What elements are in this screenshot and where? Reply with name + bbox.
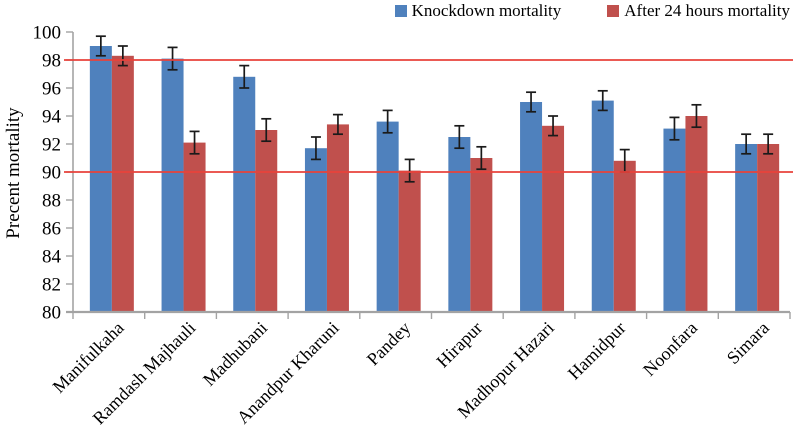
error-bar-1-8 xyxy=(691,103,702,129)
legend-item: Knockdown mortality xyxy=(394,1,562,21)
bar-after24-4 xyxy=(398,170,421,312)
error-bar-0-0 xyxy=(95,35,106,57)
error-bar-1-5 xyxy=(476,145,487,171)
bar-knockdown-7 xyxy=(591,100,614,312)
y-tick-label: 98 xyxy=(42,51,61,72)
error-bar-0-6 xyxy=(526,91,537,113)
error-bar-1-0 xyxy=(117,45,128,67)
error-bar-0-8 xyxy=(669,116,680,141)
error-bar-1-4 xyxy=(404,158,415,183)
bar-knockdown-2 xyxy=(233,76,256,312)
legend: Knockdown mortality After 24 hours mortal… xyxy=(394,0,790,22)
bar-after24-6 xyxy=(542,125,565,312)
bar-after24-5 xyxy=(470,158,493,312)
error-bar-0-3 xyxy=(310,136,321,161)
x-category-label: Noonfara xyxy=(639,318,701,380)
y-tick-label: 90 xyxy=(42,163,61,184)
bar-after24-0 xyxy=(111,55,134,313)
bar-knockdown-0 xyxy=(89,46,112,312)
y-tick-label: 100 xyxy=(33,23,62,44)
error-bar-1-1 xyxy=(189,130,200,155)
x-category-label: Simara xyxy=(723,318,773,368)
error-bar-0-1 xyxy=(167,46,178,71)
error-bar-0-9 xyxy=(741,133,752,155)
x-category-label: Madhubani xyxy=(199,318,271,390)
error-bar-0-2 xyxy=(239,64,250,89)
legend-label: Knockdown mortality xyxy=(411,1,562,20)
bar-knockdown-3 xyxy=(304,148,327,312)
error-bar-1-3 xyxy=(332,113,343,136)
x-category-label: Manifulkaha xyxy=(49,318,128,397)
x-category-label: Pandey xyxy=(363,318,415,370)
legend-item: After 24 hours mortality xyxy=(607,1,790,21)
legend-swatch-icon xyxy=(394,5,407,17)
error-bar-0-5 xyxy=(454,124,465,150)
bar-knockdown-6 xyxy=(520,102,543,312)
bar-after24-2 xyxy=(255,130,278,312)
y-tick-label: 80 xyxy=(42,303,61,324)
bar-knockdown-5 xyxy=(448,137,471,312)
x-category-label: Hirapur xyxy=(432,318,486,372)
bar-knockdown-4 xyxy=(376,121,399,312)
legend-swatch-icon xyxy=(607,5,620,17)
bar-knockdown-1 xyxy=(161,58,184,312)
y-tick-label: 88 xyxy=(42,191,61,212)
error-bar-1-2 xyxy=(261,117,272,143)
y-tick-label: 82 xyxy=(42,275,61,296)
error-bar-0-7 xyxy=(597,89,608,112)
y-tick-label: 92 xyxy=(42,135,61,156)
y-tick-label: 84 xyxy=(42,247,62,268)
bar-knockdown-8 xyxy=(663,128,686,312)
y-tick-label: 86 xyxy=(42,219,61,240)
error-bar-1-6 xyxy=(548,115,559,137)
error-bar-0-4 xyxy=(382,109,393,134)
legend-label: After 24 hours mortality xyxy=(624,1,790,20)
error-bar-1-9 xyxy=(763,133,774,155)
bar-after24-9 xyxy=(757,144,780,312)
y-tick-label: 94 xyxy=(42,107,62,128)
bar-knockdown-9 xyxy=(735,144,758,312)
x-category-label: Hamidpur xyxy=(564,318,630,384)
y-tick-label: 96 xyxy=(42,79,61,100)
bar-after24-3 xyxy=(326,124,349,313)
bar-after24-1 xyxy=(183,142,206,312)
bar-after24-7 xyxy=(613,160,636,312)
bar-after24-8 xyxy=(685,116,708,312)
